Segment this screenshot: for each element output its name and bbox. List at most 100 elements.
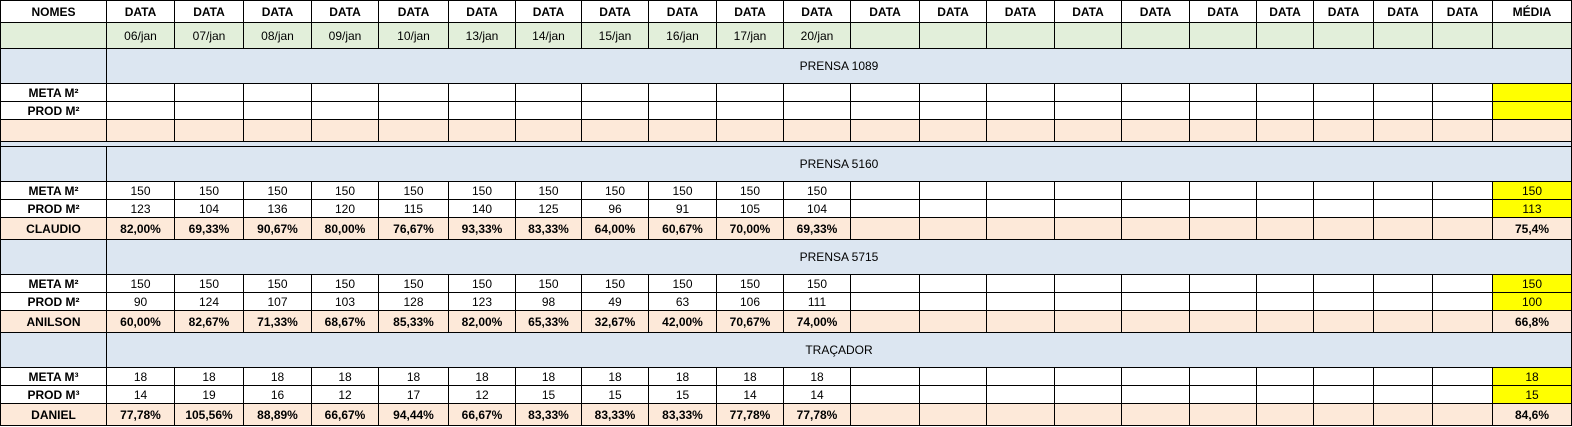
operator-name[interactable]: ANILSON [0,310,107,333]
date-cell[interactable]: 09/jan [311,22,379,49]
date-cell[interactable]: 13/jan [448,22,516,49]
percent-cell[interactable] [243,119,312,142]
prod-cell[interactable]: 103 [311,292,379,311]
date-header[interactable]: DATA [378,0,449,23]
meta-cell[interactable]: 150 [716,274,784,293]
meta-cell[interactable] [1256,274,1314,293]
meta-cell[interactable]: 150 [174,181,244,200]
meta-cell[interactable] [1054,367,1122,386]
percent-cell[interactable] [1432,119,1493,142]
prod-cell[interactable] [850,292,920,311]
percent-average[interactable]: 84,6% [1492,403,1572,426]
meta-cell[interactable] [1373,274,1433,293]
date-header[interactable]: DATA [1313,0,1374,23]
meta-cell[interactable] [1313,367,1374,386]
percent-cell[interactable]: 82,00% [448,310,516,333]
prod-cell[interactable]: 125 [515,199,582,218]
percent-average[interactable]: 66,8% [1492,310,1572,333]
meta-cell[interactable]: 150 [783,274,851,293]
meta-cell[interactable]: 18 [448,367,516,386]
meta-cell[interactable] [919,367,987,386]
meta-cell[interactable] [648,83,717,102]
date-cell[interactable] [1054,22,1122,49]
date-cell[interactable] [1189,22,1257,49]
percent-cell[interactable]: 69,33% [783,217,851,240]
percent-cell[interactable] [986,403,1055,426]
percent-cell[interactable]: 76,67% [378,217,449,240]
prod-cell[interactable] [1054,199,1122,218]
date-cell[interactable] [1432,22,1493,49]
prod-cell[interactable] [1256,385,1314,404]
prod-cell[interactable]: 15 [581,385,649,404]
meta-label[interactable]: META M² [0,274,107,293]
prod-cell[interactable]: 16 [243,385,312,404]
percent-cell[interactable]: 69,33% [174,217,244,240]
meta-cell[interactable]: 18 [174,367,244,386]
prod-cell[interactable]: 106 [716,292,784,311]
percent-cell[interactable] [1189,310,1257,333]
prod-cell[interactable] [1054,385,1122,404]
prod-cell[interactable] [1189,292,1257,311]
date-cell[interactable] [919,22,987,49]
date-header[interactable]: DATA [850,0,920,23]
meta-cell[interactable]: 150 [311,274,379,293]
date-header[interactable]: DATA [783,0,851,23]
prod-cell[interactable] [1373,101,1433,120]
meta-cell[interactable] [174,83,244,102]
prod-cell[interactable] [850,101,920,120]
prod-cell[interactable]: 91 [648,199,717,218]
meta-average[interactable]: 18 [1492,367,1572,386]
meta-cell[interactable] [919,83,987,102]
prod-cell[interactable] [783,101,851,120]
meta-cell[interactable] [1256,181,1314,200]
meta-cell[interactable] [986,181,1055,200]
percent-cell[interactable] [986,119,1055,142]
percent-cell[interactable]: 93,33% [448,217,516,240]
media-header[interactable]: MÉDIA [1492,0,1572,23]
date-header[interactable]: DATA [1121,0,1190,23]
prod-cell[interactable] [106,101,175,120]
prod-label[interactable]: PROD M² [0,199,107,218]
meta-cell[interactable]: 18 [311,367,379,386]
meta-cell[interactable] [986,274,1055,293]
meta-label[interactable]: META M² [0,181,107,200]
prod-cell[interactable]: 105 [716,199,784,218]
meta-cell[interactable]: 150 [515,274,582,293]
meta-cell[interactable] [1256,367,1314,386]
section-title-blank[interactable] [0,332,107,368]
prod-cell[interactable] [1432,199,1493,218]
meta-cell[interactable]: 150 [515,181,582,200]
percent-cell[interactable]: 77,78% [783,403,851,426]
date-header[interactable]: DATA [648,0,717,23]
prod-label[interactable]: PROD M² [0,292,107,311]
date-header[interactable]: DATA [515,0,582,23]
meta-cell[interactable] [1121,274,1190,293]
meta-cell[interactable] [581,83,649,102]
meta-cell[interactable] [1121,83,1190,102]
meta-cell[interactable] [919,274,987,293]
percent-cell[interactable]: 42,00% [648,310,717,333]
percent-cell[interactable] [1313,217,1374,240]
date-cell[interactable]: 08/jan [243,22,312,49]
meta-cell[interactable] [716,83,784,102]
percent-cell[interactable] [1373,217,1433,240]
date-header[interactable]: DATA [919,0,987,23]
percent-cell[interactable]: 70,67% [716,310,784,333]
prod-cell[interactable]: 17 [378,385,449,404]
percent-cell[interactable] [716,119,784,142]
percent-cell[interactable] [1054,119,1122,142]
section-title-blank[interactable] [0,48,107,84]
prod-cell[interactable]: 124 [174,292,244,311]
meta-cell[interactable]: 150 [174,274,244,293]
meta-cell[interactable] [1189,181,1257,200]
percent-cell[interactable] [850,310,920,333]
meta-cell[interactable] [1432,367,1493,386]
prod-cell[interactable]: 63 [648,292,717,311]
percent-cell[interactable]: 83,33% [648,403,717,426]
prod-cell[interactable]: 115 [378,199,449,218]
meta-cell[interactable] [850,181,920,200]
percent-cell[interactable] [1189,403,1257,426]
prod-cell[interactable]: 14 [783,385,851,404]
percent-cell[interactable] [1054,403,1122,426]
percent-cell[interactable] [311,119,379,142]
